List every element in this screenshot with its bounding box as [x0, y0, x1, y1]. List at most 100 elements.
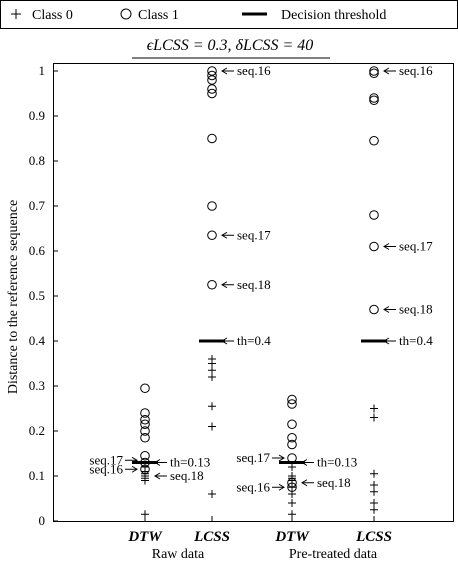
class0-point: [370, 499, 378, 507]
class1-point: [287, 453, 297, 463]
y-tick-label: 0: [39, 513, 46, 528]
annotation-arrowhead: [221, 281, 228, 289]
class1-point: [369, 241, 379, 252]
annotation: seq.16: [383, 63, 433, 78]
class1-point: [140, 426, 150, 436]
legend-threshold-label: Decision threshold: [281, 8, 386, 23]
class0-point: [141, 510, 149, 519]
annotation-arrowhead: [154, 472, 161, 480]
annotation-label: seq.16: [237, 63, 271, 78]
class1-point: [369, 68, 379, 79]
y-tick-label: 0.9: [29, 108, 45, 123]
class1-point: [207, 66, 217, 76]
annotation-arrowhead: [383, 67, 390, 75]
class1-point: [287, 432, 297, 443]
category-label: LCSS: [355, 529, 392, 545]
annotation: seq.16: [89, 461, 138, 476]
annotation-arrowhead: [278, 483, 285, 491]
annotation-label: seq.18: [317, 475, 351, 490]
class1-point: [287, 439, 297, 450]
class1-point: [207, 230, 217, 241]
y-axis-label: Distance to the reference sequence: [6, 200, 21, 394]
annotation-arrowhead: [221, 337, 228, 345]
chart-title: ϵLCSS = 0.3, δLCSS = 40: [132, 37, 330, 59]
annotations: seq.16 seq.17 seq.18 th=0.4 seq.16 seq.17 seq.…: [89, 63, 433, 494]
annotation-label: seq.18: [237, 277, 271, 292]
class0-point: [208, 355, 216, 363]
class1-point: [140, 457, 150, 468]
data-points: [140, 66, 379, 519]
class1-point: [207, 279, 217, 290]
annotation-arrowhead: [301, 459, 308, 466]
annotation: seq.16: [221, 63, 271, 78]
y-tick-label: 0.3: [29, 378, 45, 393]
class0-point: [288, 510, 296, 519]
y-tick-label: 0.7: [29, 198, 46, 213]
class1-point: [287, 477, 297, 488]
annotation-arrowhead: [131, 456, 138, 464]
class1-point: [207, 133, 217, 144]
class1-point: [207, 201, 217, 211]
category-label: DTW: [274, 529, 310, 545]
annotation: th=0.13: [154, 455, 210, 470]
legend-class0-label: Class 0: [32, 8, 73, 23]
y-tick-label: 0.4: [29, 333, 46, 348]
annotation-label: seq.18: [399, 302, 433, 317]
class0-point: [370, 413, 378, 422]
annotation-label: seq.17: [399, 239, 433, 254]
class0-point: [288, 463, 296, 471]
annotation-label: seq.18: [170, 468, 204, 483]
x-axis: DTW LCSS DTW LCSS Raw data Pre-treated data: [127, 516, 392, 562]
class1-point: [287, 482, 297, 493]
annotation: seq.16: [236, 479, 285, 494]
class0-point: [370, 481, 378, 489]
annotation-arrowhead: [383, 243, 390, 250]
class1-point: [369, 93, 379, 103]
class1-point: [140, 432, 150, 443]
y-tick-label: 0.2: [29, 423, 45, 438]
class1-point: [140, 383, 150, 394]
class1-point: [140, 419, 150, 430]
y-tick-label: 0.1: [29, 468, 45, 483]
class1-point: [287, 394, 297, 405]
class0-point: [208, 402, 216, 411]
class0-point: [208, 490, 216, 498]
class0-point: [208, 422, 216, 431]
y-axis: 0 0.1 0.2 0.3 0.4 0.5 0.6 0.7 0.8 0.9 1: [29, 63, 58, 528]
threshold-lines: [132, 339, 387, 464]
annotation-arrowhead: [131, 465, 138, 473]
category-label: DTW: [127, 529, 163, 545]
annotation-label: th=0.4: [237, 333, 271, 348]
annotation: th=0.4: [221, 333, 271, 348]
annotation: seq.17: [221, 227, 271, 242]
class0-point: [288, 499, 296, 507]
category-label: LCSS: [193, 529, 230, 545]
class1-point: [140, 414, 150, 425]
class1-point: [207, 70, 217, 81]
class1-point: [369, 135, 379, 146]
class0-point: [370, 469, 378, 478]
annotation: th=0.13: [301, 455, 357, 470]
legend-class1-marker: [120, 8, 132, 20]
annotation: seq.17: [383, 239, 433, 254]
y-tick-label: 1: [39, 63, 46, 78]
class1-point: [369, 95, 379, 106]
annotation-label: seq.17: [236, 450, 270, 465]
class1-point: [369, 66, 379, 76]
class0-point: [208, 366, 216, 375]
class1-point: [207, 88, 217, 99]
group-label: Raw data: [152, 547, 205, 562]
class0-point: [370, 404, 378, 413]
annotation-label: seq.16: [89, 461, 123, 476]
annotation-label: seq.16: [399, 63, 433, 78]
y-tick-label: 0.5: [29, 288, 45, 303]
annotation-label: th=0.4: [399, 333, 433, 348]
plot-frame: [53, 63, 454, 522]
annotation-label: th=0.13: [170, 455, 210, 470]
annotation: th=0.4: [383, 333, 433, 348]
annotation-label: seq.17: [237, 227, 271, 242]
class1-point: [140, 408, 150, 418]
annotation: seq.18: [383, 302, 433, 317]
legend-class1-label: Class 1: [138, 8, 179, 23]
